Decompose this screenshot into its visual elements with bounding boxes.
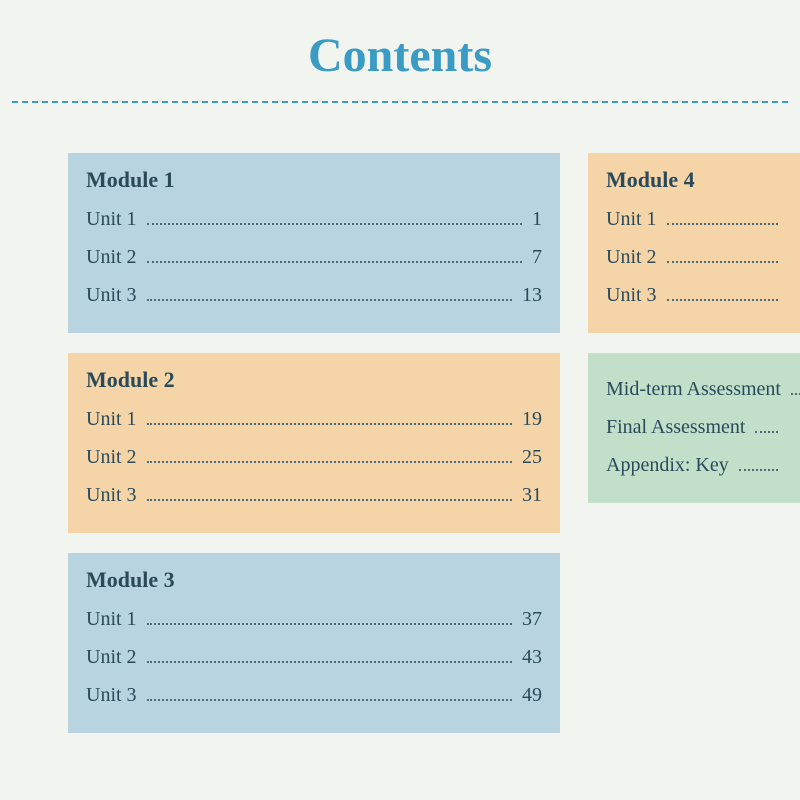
- page-number: 25: [516, 441, 542, 473]
- page-number: 13: [516, 279, 542, 311]
- module-box: Module 2 Unit 1 19 Unit 2 25 Unit 3 31: [68, 353, 560, 533]
- unit-label: Appendix: Key: [606, 449, 735, 481]
- dot-leader: [147, 499, 512, 501]
- unit-label: Unit 3: [606, 279, 663, 311]
- unit-label: Unit 1: [86, 203, 143, 235]
- toc-row: Unit 2 43: [86, 641, 542, 673]
- page-number: 1: [526, 203, 542, 235]
- unit-label: Unit 2: [606, 241, 663, 273]
- toc-row: Final Assessment: [606, 411, 782, 443]
- dot-leader: [739, 469, 778, 471]
- unit-label: Unit 2: [86, 241, 143, 273]
- toc-row: Appendix: Key: [606, 449, 782, 481]
- dot-leader: [147, 461, 512, 463]
- left-column: Module 1 Unit 1 1 Unit 2 7 Unit 3 13 Module 2 Un…: [68, 153, 560, 733]
- page-number: 49: [516, 679, 542, 711]
- dot-leader: [667, 223, 778, 225]
- module-title: Module 4: [606, 167, 782, 193]
- dot-leader: [147, 261, 522, 263]
- unit-label: Unit 1: [86, 403, 143, 435]
- module-box: Mid-term Assessment Final Assessment Appen…: [588, 353, 800, 503]
- unit-label: Unit 1: [606, 203, 663, 235]
- dot-leader: [147, 699, 512, 701]
- page-title: Contents: [0, 0, 800, 101]
- page-number: 43: [516, 641, 542, 673]
- dot-leader: [147, 423, 512, 425]
- unit-label: Unit 3: [86, 279, 143, 311]
- contents-columns: Module 1 Unit 1 1 Unit 2 7 Unit 3 13 Module 2 Un…: [0, 153, 800, 733]
- unit-label: Final Assessment: [606, 411, 751, 443]
- dot-leader: [667, 261, 778, 263]
- module-box: Module 4 Unit 1 Unit 2 Unit 3: [588, 153, 800, 333]
- module-box: Module 1 Unit 1 1 Unit 2 7 Unit 3 13: [68, 153, 560, 333]
- toc-row: Unit 1 1: [86, 203, 542, 235]
- dot-leader: [147, 299, 512, 301]
- dot-leader: [147, 223, 522, 225]
- unit-label: Unit 3: [86, 479, 143, 511]
- unit-label: Unit 2: [86, 441, 143, 473]
- module-box: Module 3 Unit 1 37 Unit 2 43 Unit 3 49: [68, 553, 560, 733]
- dot-leader: [147, 623, 512, 625]
- module-title: Module 3: [86, 567, 542, 593]
- module-title: Module 2: [86, 367, 542, 393]
- module-title: Module 1: [86, 167, 542, 193]
- divider: [12, 101, 788, 103]
- dot-leader: [667, 299, 778, 301]
- dot-leader: [147, 661, 512, 663]
- page-number: 37: [516, 603, 542, 635]
- toc-row: Unit 2 25: [86, 441, 542, 473]
- toc-row: Unit 3 49: [86, 679, 542, 711]
- toc-row: Unit 1 19: [86, 403, 542, 435]
- toc-row: Unit 2 7: [86, 241, 542, 273]
- unit-label: Unit 2: [86, 641, 143, 673]
- unit-label: Mid-term Assessment: [606, 373, 787, 405]
- toc-row: Unit 3 13: [86, 279, 542, 311]
- toc-row: Unit 1: [606, 203, 782, 235]
- page-number: 19: [516, 403, 542, 435]
- toc-row: Unit 2: [606, 241, 782, 273]
- page-number: 7: [526, 241, 542, 273]
- dot-leader: [755, 431, 778, 433]
- toc-row: Mid-term Assessment: [606, 373, 782, 405]
- toc-row: Unit 3: [606, 279, 782, 311]
- page-number: 31: [516, 479, 542, 511]
- unit-label: Unit 1: [86, 603, 143, 635]
- dot-leader: [791, 393, 800, 395]
- right-column: Module 4 Unit 1 Unit 2 Unit 3 Mid-term Asses…: [588, 153, 800, 733]
- unit-label: Unit 3: [86, 679, 143, 711]
- toc-row: Unit 1 37: [86, 603, 542, 635]
- toc-row: Unit 3 31: [86, 479, 542, 511]
